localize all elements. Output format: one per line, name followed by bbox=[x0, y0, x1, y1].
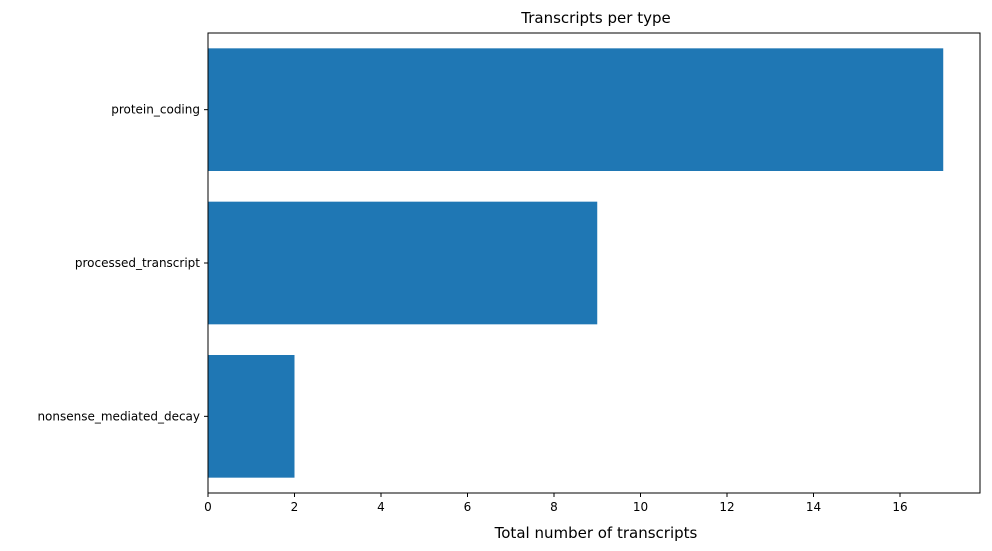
x-axis: 0 2 4 6 8 10 12 14 16 bbox=[204, 493, 908, 514]
x-tick-label: 14 bbox=[806, 500, 821, 514]
y-tick-label: nonsense_mediated_decay bbox=[37, 409, 200, 423]
x-tick-label: 10 bbox=[633, 500, 648, 514]
bars-layer bbox=[208, 48, 944, 478]
x-tick-label: 0 bbox=[204, 500, 212, 514]
x-tick-label: 12 bbox=[719, 500, 734, 514]
x-tick-label: 4 bbox=[377, 500, 385, 514]
bar-nonsense-mediated-decay bbox=[208, 355, 295, 478]
chart-title: Transcripts per type bbox=[520, 9, 670, 27]
x-tick-label: 16 bbox=[892, 500, 907, 514]
x-axis-label: Total number of transcripts bbox=[494, 524, 698, 542]
x-tick-label: 6 bbox=[464, 500, 472, 514]
y-tick-label: processed_transcript bbox=[75, 256, 200, 270]
y-axis: protein_coding processed_transcriptnonsen… bbox=[37, 103, 208, 423]
y-tick-label: protein_coding bbox=[111, 103, 200, 117]
x-tick-label: 2 bbox=[291, 500, 299, 514]
bar-processed-transcript bbox=[208, 201, 598, 325]
x-tick-label: 8 bbox=[550, 500, 558, 514]
bar-protein-coding bbox=[208, 48, 944, 172]
plot-frame bbox=[207, 32, 981, 494]
